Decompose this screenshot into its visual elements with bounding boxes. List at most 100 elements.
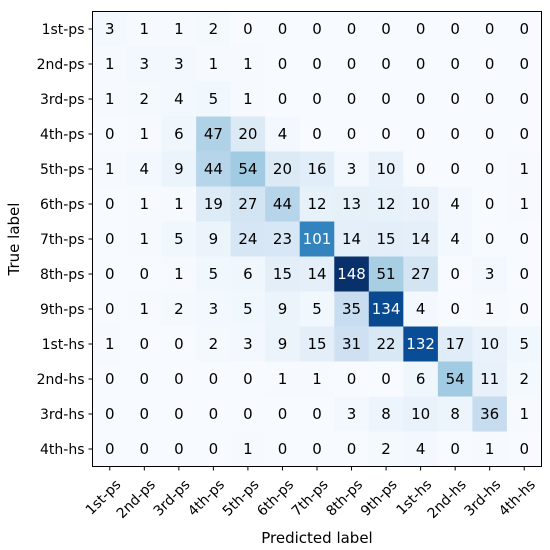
cell-value-label: 1 bbox=[105, 335, 115, 353]
heatmap-cell bbox=[334, 116, 370, 152]
heatmap-cell bbox=[265, 326, 301, 362]
cell-value-label: 22 bbox=[377, 335, 396, 353]
cell-value-label: 51 bbox=[377, 265, 396, 283]
cell-value-label: 0 bbox=[381, 90, 391, 108]
heatmap-cell bbox=[92, 116, 128, 152]
heatmap-cell bbox=[127, 81, 163, 117]
cell-value-label: 16 bbox=[307, 160, 326, 178]
heatmap-cell bbox=[334, 256, 370, 292]
heatmap-cell bbox=[368, 256, 404, 292]
cell-value-label: 5 bbox=[209, 90, 219, 108]
cell-value-label: 0 bbox=[278, 405, 288, 423]
cell-value-label: 8 bbox=[450, 405, 460, 423]
x-tick-label: 8th-ps bbox=[323, 477, 366, 520]
cell-value-label: 4 bbox=[450, 195, 460, 213]
heatmap-cell bbox=[403, 326, 439, 362]
heatmap-cell bbox=[506, 46, 542, 82]
cell-value-label: 0 bbox=[174, 440, 184, 458]
heatmap-cell bbox=[196, 151, 232, 187]
cell-value-label: 9 bbox=[278, 300, 288, 318]
heatmap-cell bbox=[506, 256, 542, 292]
cell-value-label: 5 bbox=[174, 230, 184, 248]
heatmap-cell bbox=[196, 361, 232, 397]
heatmap-cell bbox=[161, 81, 197, 117]
heatmap-cell bbox=[299, 116, 335, 152]
x-tick-label: 2nd-ps bbox=[114, 477, 159, 522]
cell-value-label: 148 bbox=[337, 265, 366, 283]
heatmap-cell bbox=[506, 431, 542, 467]
heatmap-cell bbox=[368, 116, 404, 152]
cell-value-label: 35 bbox=[342, 300, 361, 318]
cell-value-label: 0 bbox=[140, 405, 150, 423]
cell-value-label: 0 bbox=[105, 300, 115, 318]
cell-value-label: 47 bbox=[204, 125, 223, 143]
cell-value-label: 1 bbox=[140, 195, 150, 213]
heatmap-cell bbox=[161, 326, 197, 362]
heatmap-cell bbox=[368, 431, 404, 467]
heatmap-cell bbox=[334, 151, 370, 187]
cell-value-label: 6 bbox=[416, 370, 426, 388]
heatmap-cell bbox=[437, 116, 473, 152]
heatmap-cell bbox=[196, 256, 232, 292]
cell-value-label: 0 bbox=[174, 335, 184, 353]
heatmap-cell bbox=[127, 361, 163, 397]
cell-value-label: 10 bbox=[411, 405, 430, 423]
x-tick-label: 3rd-hs bbox=[462, 477, 505, 520]
cell-value-label: 19 bbox=[204, 195, 223, 213]
cell-value-label: 0 bbox=[243, 20, 253, 38]
heatmap-cell bbox=[334, 291, 370, 327]
y-tick-label: 2nd-ps bbox=[37, 57, 85, 73]
heatmap-cell bbox=[230, 11, 266, 47]
cell-value-label: 0 bbox=[174, 405, 184, 423]
cell-value-label: 0 bbox=[450, 265, 460, 283]
y-tick-label: 8th-ps bbox=[40, 267, 85, 283]
cell-value-label: 0 bbox=[519, 90, 529, 108]
cell-value-label: 6 bbox=[174, 125, 184, 143]
cell-value-label: 5 bbox=[243, 300, 253, 318]
cell-value-label: 1 bbox=[209, 55, 219, 73]
y-tick-label: 5th-ps bbox=[40, 162, 85, 178]
cell-value-label: 0 bbox=[485, 90, 495, 108]
cell-value-label: 1 bbox=[140, 230, 150, 248]
cell-value-label: 2 bbox=[174, 300, 184, 318]
heatmap-cell bbox=[437, 256, 473, 292]
cell-value-label: 0 bbox=[381, 20, 391, 38]
y-tick-label: 1st-hs bbox=[42, 337, 85, 353]
cell-value-label: 0 bbox=[519, 20, 529, 38]
heatmap-cell bbox=[230, 221, 266, 257]
heatmap-cell bbox=[403, 11, 439, 47]
cell-value-label: 3 bbox=[347, 160, 357, 178]
heatmap-cell bbox=[230, 81, 266, 117]
y-tick-label: 3rd-hs bbox=[40, 407, 85, 423]
heatmap-cell bbox=[265, 221, 301, 257]
cell-value-label: 1 bbox=[140, 300, 150, 318]
heatmap-cell bbox=[299, 326, 335, 362]
heatmap-cell bbox=[403, 431, 439, 467]
cell-value-label: 2 bbox=[209, 20, 219, 38]
heatmap-cell bbox=[92, 396, 128, 432]
heatmap-cell bbox=[127, 221, 163, 257]
cell-value-label: 0 bbox=[312, 125, 322, 143]
heatmap-cell bbox=[472, 361, 508, 397]
heatmap-cell bbox=[265, 116, 301, 152]
cell-value-label: 1 bbox=[140, 125, 150, 143]
cell-value-label: 1 bbox=[278, 370, 288, 388]
cell-value-label: 0 bbox=[485, 125, 495, 143]
cell-value-label: 15 bbox=[273, 265, 292, 283]
heatmap-cell bbox=[299, 431, 335, 467]
y-tick-label: 4th-hs bbox=[40, 442, 85, 458]
heatmap-cell bbox=[92, 361, 128, 397]
cell-value-label: 0 bbox=[485, 20, 495, 38]
heatmap-cell bbox=[403, 151, 439, 187]
heatmap-cell bbox=[299, 81, 335, 117]
heatmap-cell bbox=[265, 81, 301, 117]
cell-value-label: 3 bbox=[243, 335, 253, 353]
heatmap-cell bbox=[506, 396, 542, 432]
cell-value-label: 1 bbox=[519, 195, 529, 213]
cell-value-label: 24 bbox=[238, 230, 257, 248]
cell-value-label: 9 bbox=[209, 230, 219, 248]
heatmap-cell bbox=[437, 186, 473, 222]
cell-value-label: 0 bbox=[347, 20, 357, 38]
cell-value-label: 2 bbox=[209, 335, 219, 353]
heatmap-cell bbox=[334, 431, 370, 467]
